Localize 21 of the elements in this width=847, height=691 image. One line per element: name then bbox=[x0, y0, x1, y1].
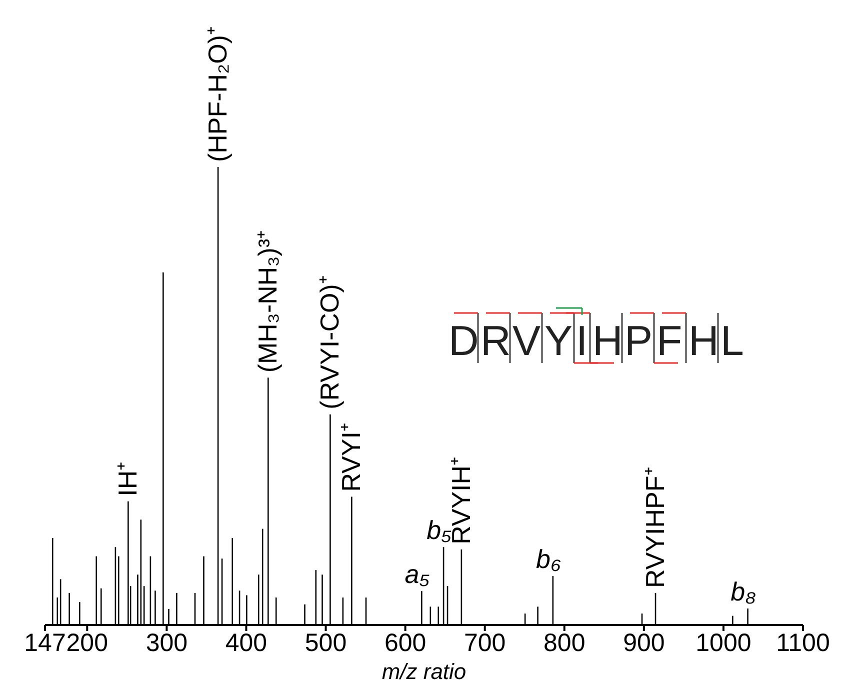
x-tick-label: 900 bbox=[623, 628, 665, 657]
annotation: RVYI⁺ bbox=[336, 422, 366, 492]
annotation: a₅ bbox=[404, 559, 430, 590]
annotation: (RVYI-CO)⁺ bbox=[314, 275, 345, 410]
annotation: IH⁺ bbox=[112, 461, 143, 496]
x-tick-label: 300 bbox=[146, 628, 188, 657]
x-tick-label: 600 bbox=[384, 628, 426, 657]
x-tick-label: 700 bbox=[464, 628, 506, 657]
annotation: b₆ bbox=[536, 544, 562, 574]
x-tick-label: 200 bbox=[66, 628, 108, 657]
x-tick-label: 400 bbox=[225, 628, 268, 657]
x-tick-label: 147 bbox=[24, 628, 66, 657]
x-tick-label: 1000 bbox=[696, 628, 752, 657]
annotation: b₈ bbox=[730, 576, 756, 607]
x-axis-title: m/z ratio bbox=[382, 659, 466, 684]
x-tick-label: 800 bbox=[544, 628, 586, 657]
annotation: RVYIHPF⁺ bbox=[640, 466, 670, 588]
x-tick-label: 500 bbox=[304, 628, 347, 657]
annotation: (HPF-H₂O)⁺ bbox=[202, 26, 233, 162]
annotation: (MH₃-NH₃)³⁺ bbox=[252, 230, 283, 373]
x-tick-label: 1100 bbox=[776, 628, 830, 657]
